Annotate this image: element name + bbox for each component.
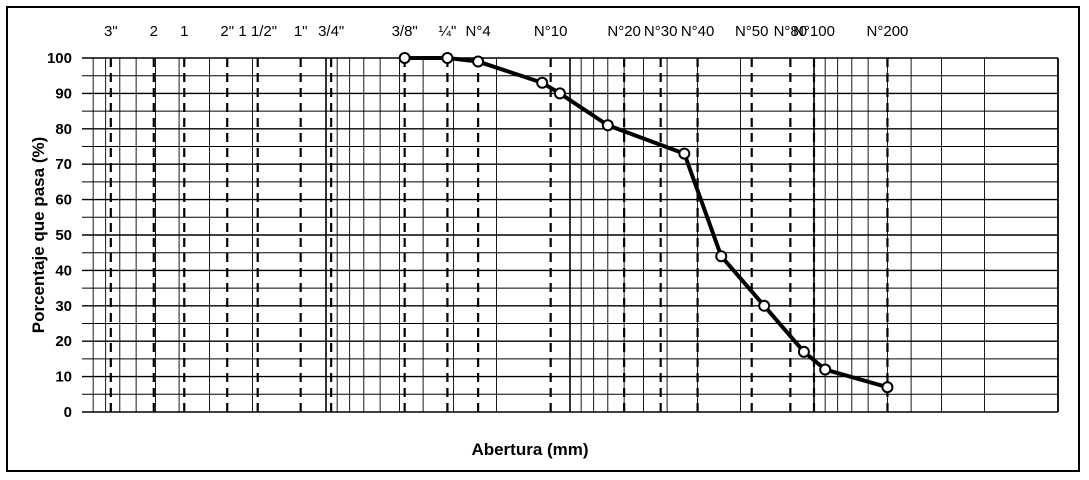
sieve-label: 1 bbox=[180, 23, 188, 40]
sieve-label: N°20 bbox=[607, 23, 641, 40]
chart-frame bbox=[6, 6, 1080, 472]
y-tick-label: 30 bbox=[55, 298, 72, 315]
data-point bbox=[553, 87, 566, 100]
y-tick-label: 20 bbox=[55, 333, 72, 350]
y-tick-label: 100 bbox=[47, 50, 72, 67]
y-tick-label: 70 bbox=[55, 156, 72, 173]
data-point bbox=[472, 55, 485, 68]
y-tick-label: 0 bbox=[64, 404, 72, 421]
y-tick-label: 40 bbox=[55, 262, 72, 279]
data-point bbox=[758, 299, 771, 312]
y-tick-label: 80 bbox=[55, 121, 72, 138]
data-point bbox=[797, 345, 810, 358]
data-point bbox=[881, 381, 894, 394]
sieve-label: 3/8" bbox=[392, 23, 418, 40]
y-tick-label: 50 bbox=[55, 227, 72, 244]
data-point bbox=[536, 76, 549, 89]
sieve-label: ¼" bbox=[438, 23, 456, 40]
y-tick-label: 60 bbox=[55, 192, 72, 209]
sieve-label: N°50 bbox=[735, 23, 769, 40]
data-point bbox=[441, 52, 454, 64]
sieve-label: N°200 bbox=[867, 23, 909, 40]
sieve-label: N°4 bbox=[466, 23, 491, 40]
data-point bbox=[819, 363, 832, 376]
sieve-label: N°80 bbox=[774, 23, 808, 40]
sieve-labels: 3" 2 1 2" 1 1/2" 1" 3/4" 3/8" ¼" N°4 N°10 N°20 N°30 N… bbox=[104, 23, 908, 40]
sieve-label: N°30 bbox=[644, 23, 678, 40]
data-point bbox=[398, 52, 411, 64]
sieve-label: N°100 bbox=[793, 23, 835, 40]
vertical-grid bbox=[92, 58, 1059, 412]
x-axis-title: Abertura (mm) bbox=[471, 440, 588, 459]
y-tick-label: 90 bbox=[55, 85, 72, 102]
y-axis-title: Porcentaje que pasa (%) bbox=[29, 137, 48, 334]
data-point bbox=[601, 119, 614, 132]
sieve-label: 1 1/2" bbox=[238, 23, 277, 40]
data-series bbox=[398, 52, 894, 394]
sieve-label: N°40 bbox=[681, 23, 715, 40]
sieve-label: N°10 bbox=[534, 23, 568, 40]
data-point bbox=[678, 147, 691, 160]
y-tick-label: 10 bbox=[55, 369, 72, 386]
sieve-label: 1" bbox=[294, 23, 308, 40]
data-point bbox=[715, 250, 728, 263]
sieve-label: 2 bbox=[150, 23, 158, 40]
sieve-label: 3" bbox=[104, 23, 118, 40]
y-tick-labels: 0 10 20 30 40 50 60 70 80 90 100 bbox=[47, 50, 72, 421]
sieve-label: 2" bbox=[220, 23, 234, 40]
sieve-label: 3/4" bbox=[318, 23, 344, 40]
